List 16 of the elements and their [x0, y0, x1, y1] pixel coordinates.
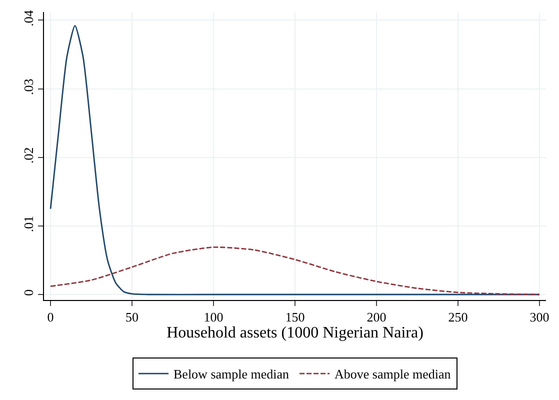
x-tick-label: 300: [530, 310, 550, 325]
x-tick-label: 200: [366, 310, 386, 325]
x-tick-label: 100: [204, 310, 224, 325]
y-tick-label: .02: [20, 147, 36, 164]
line-series: [50, 246, 540, 296]
x-tick-label: 150: [285, 310, 305, 325]
y-tick-label: .01: [20, 216, 36, 232]
legend-label: Above sample median: [334, 366, 452, 382]
y-tick-label: 0: [20, 289, 36, 296]
legend-label: Below sample median: [174, 366, 290, 382]
y-tick-label: .03: [20, 78, 36, 95]
x-tick-label: 250: [448, 310, 468, 325]
x-tick-label: 0: [47, 310, 54, 325]
y-tick-label: .04: [20, 10, 36, 26]
x-tick-label: 50: [126, 310, 139, 325]
x-axis-title: Household assets (1000 Nigerian Naira): [166, 324, 424, 342]
